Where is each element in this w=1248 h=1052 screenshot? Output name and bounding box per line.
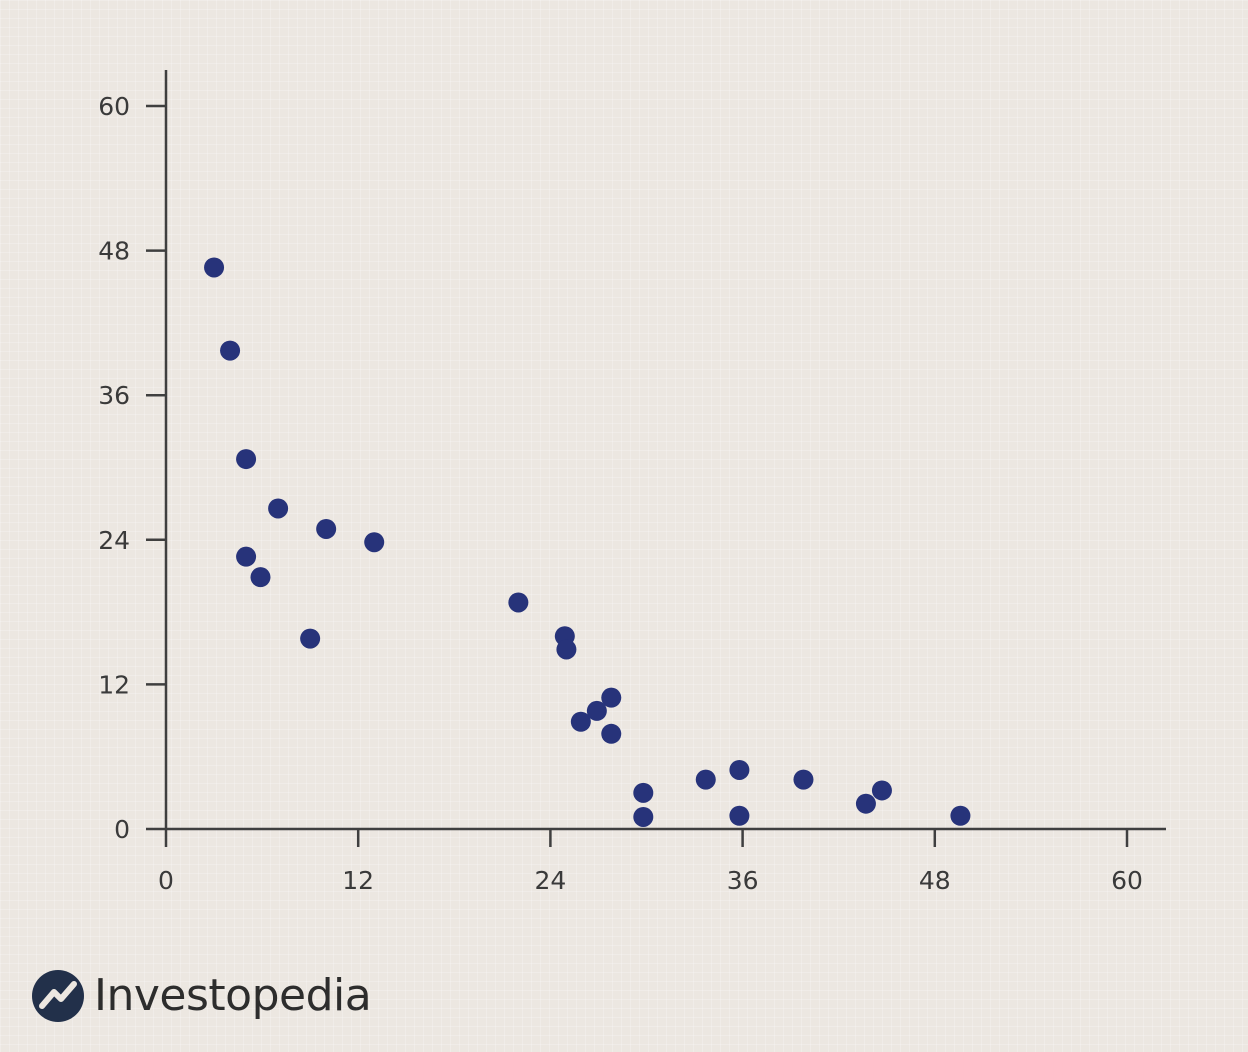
data-point bbox=[236, 546, 257, 567]
data-point bbox=[364, 532, 385, 553]
data-point bbox=[316, 518, 337, 539]
data-point bbox=[586, 700, 607, 721]
data-point bbox=[855, 793, 876, 814]
y-tick-label: 12 bbox=[98, 670, 130, 699]
y-tick-label: 60 bbox=[98, 92, 130, 121]
y-axis-ticks: 0 12 24 36 48 60 bbox=[98, 92, 166, 844]
y-tick-label: 48 bbox=[98, 237, 130, 266]
data-point bbox=[793, 769, 814, 790]
data-point bbox=[570, 711, 591, 732]
data-point bbox=[695, 769, 716, 790]
x-tick-label: 0 bbox=[158, 866, 174, 895]
data-point bbox=[633, 782, 654, 803]
investopedia-logo-icon bbox=[32, 970, 84, 1022]
brand-name: Investopedia bbox=[94, 970, 372, 1021]
y-tick-label: 0 bbox=[114, 815, 130, 844]
data-point bbox=[601, 723, 622, 744]
data-point bbox=[268, 498, 289, 519]
brand-logo: Investopedia bbox=[30, 964, 372, 1028]
data-point bbox=[508, 592, 529, 613]
x-tick-label: 12 bbox=[342, 866, 374, 895]
x-axis-ticks: 0 12 24 36 48 60 bbox=[158, 829, 1143, 895]
x-tick-label: 24 bbox=[534, 866, 566, 895]
data-point bbox=[556, 639, 577, 660]
data-point bbox=[950, 805, 971, 826]
data-point bbox=[300, 628, 321, 649]
x-tick-label: 48 bbox=[919, 866, 951, 895]
y-tick-label: 36 bbox=[98, 381, 130, 410]
data-point bbox=[601, 687, 622, 708]
data-point bbox=[871, 780, 892, 801]
y-tick-label: 24 bbox=[98, 526, 130, 555]
data-point bbox=[633, 806, 654, 827]
data-point bbox=[729, 805, 750, 826]
data-point bbox=[729, 759, 750, 780]
x-tick-label: 60 bbox=[1111, 866, 1143, 895]
data-point bbox=[236, 449, 257, 470]
data-point bbox=[204, 257, 225, 278]
x-tick-label: 36 bbox=[727, 866, 759, 895]
data-point bbox=[250, 567, 271, 588]
data-point bbox=[220, 340, 241, 361]
data-points bbox=[204, 257, 971, 827]
